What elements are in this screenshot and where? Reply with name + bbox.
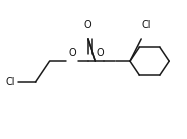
Text: O: O (83, 20, 91, 30)
Text: O: O (68, 48, 76, 58)
Text: O: O (97, 48, 104, 58)
Text: Cl: Cl (6, 77, 15, 87)
Text: Cl: Cl (141, 20, 151, 30)
